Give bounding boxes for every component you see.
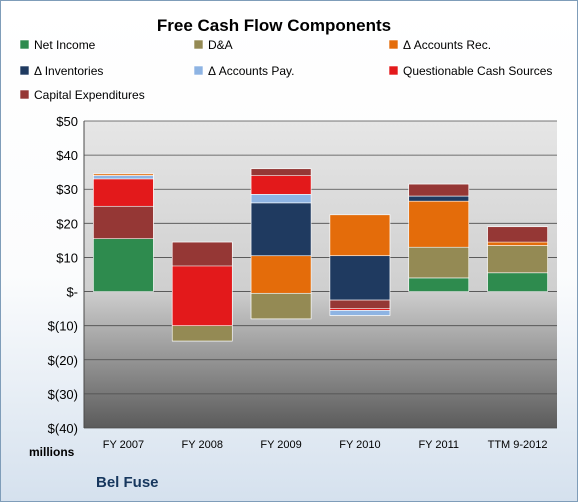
- y-tick-label: $50: [56, 114, 78, 129]
- bars: [93, 168, 548, 342]
- x-tick-label: TTM 9-2012: [488, 439, 548, 451]
- y-axis: $50 $40 $30 $20 $10 $- $(10) $(20) $(30) $(40): [48, 114, 85, 436]
- x-tick-label: FY 2007: [103, 439, 144, 451]
- x-tick-label: FY 2008: [182, 439, 223, 451]
- gridlines: [84, 120, 557, 429]
- y-tick-label: $(20): [48, 353, 78, 368]
- bar-accounts-rec-fy-2011: [408, 200, 470, 248]
- legend-label-capital-expenditures: Capital Expenditures: [34, 88, 145, 102]
- y-tick-label: $(10): [48, 319, 78, 334]
- x-tick-label: FY 2011: [418, 439, 459, 451]
- y-tick-label: $20: [56, 216, 78, 231]
- bar-capital-expenditures-fy-2009: [250, 168, 312, 176]
- y-tick-label: $40: [56, 148, 78, 163]
- legend-label-inventories: Δ Inventories: [34, 64, 103, 78]
- bar-d-a-fy-2009: [250, 292, 312, 320]
- x-tick-label: FY 2009: [260, 439, 301, 451]
- legend-swatch-capital-expenditures: [19, 89, 30, 100]
- legend-swatch-d-a: [193, 39, 204, 50]
- bar-accounts-pay-fy-2007: [93, 175, 154, 180]
- legend-swatch-inventories: [19, 65, 30, 76]
- bar-capital-expenditures-ttm-9-2012: [487, 226, 548, 243]
- legend-label-d-a: D&A: [208, 38, 233, 52]
- legend-swatch-accounts-pay: [193, 65, 204, 76]
- plot-area: [84, 121, 557, 428]
- y-tick-label: $-: [66, 285, 78, 300]
- bar-capital-expenditures-fy-2007: [93, 205, 154, 239]
- legend-swatch-accounts-rec: [388, 39, 399, 50]
- legend-swatch-net-income: [19, 39, 30, 50]
- y-tick-label: $(30): [48, 387, 78, 402]
- bar-capital-expenditures-fy-2010: [329, 299, 391, 309]
- company-name: Bel Fuse: [96, 474, 159, 491]
- bar-net-income-ttm-9-2012: [487, 272, 548, 292]
- bar-accounts-rec-fy-2009: [250, 255, 312, 294]
- bar-accounts-pay-fy-2010: [329, 310, 391, 316]
- legend-label-questionable-cash-sources: Questionable Cash Sources: [403, 64, 552, 78]
- legend-label-accounts-rec: Δ Accounts Rec.: [403, 38, 491, 52]
- bar-accounts-rec-fy-2010: [329, 214, 391, 257]
- bar-d-a-ttm-9-2012: [487, 245, 548, 274]
- chart-title: Free Cash Flow Components: [157, 16, 391, 35]
- y-tick-label: $30: [56, 182, 78, 197]
- bar-inventories-fy-2009: [250, 202, 312, 257]
- bar-d-a-fy-2011: [408, 246, 470, 279]
- legend: Net Income D&A Δ Accounts Rec. Δ Inventorie…: [19, 38, 552, 102]
- legend-label-accounts-pay: Δ Accounts Pay.: [208, 64, 295, 78]
- bar-capital-expenditures-fy-2008: [171, 241, 233, 267]
- y-tick-label: $10: [56, 250, 78, 265]
- units-label: millions: [29, 445, 75, 459]
- x-tick-label: FY 2010: [339, 439, 380, 451]
- bar-net-income-fy-2011: [408, 277, 470, 292]
- legend-swatch-questionable-cash-sources: [388, 65, 399, 76]
- bar-capital-expenditures-fy-2011: [408, 183, 470, 197]
- bar-questionable-cash-sources-fy-2007: [93, 178, 154, 207]
- x-axis: FY 2007 FY 2008 FY 2009 FY 2010 FY 2011 TTM 9…: [103, 439, 548, 451]
- y-tick-label: $(40): [48, 421, 78, 436]
- legend-label-net-income: Net Income: [34, 38, 96, 52]
- bar-accounts-pay-fy-2009: [250, 194, 312, 204]
